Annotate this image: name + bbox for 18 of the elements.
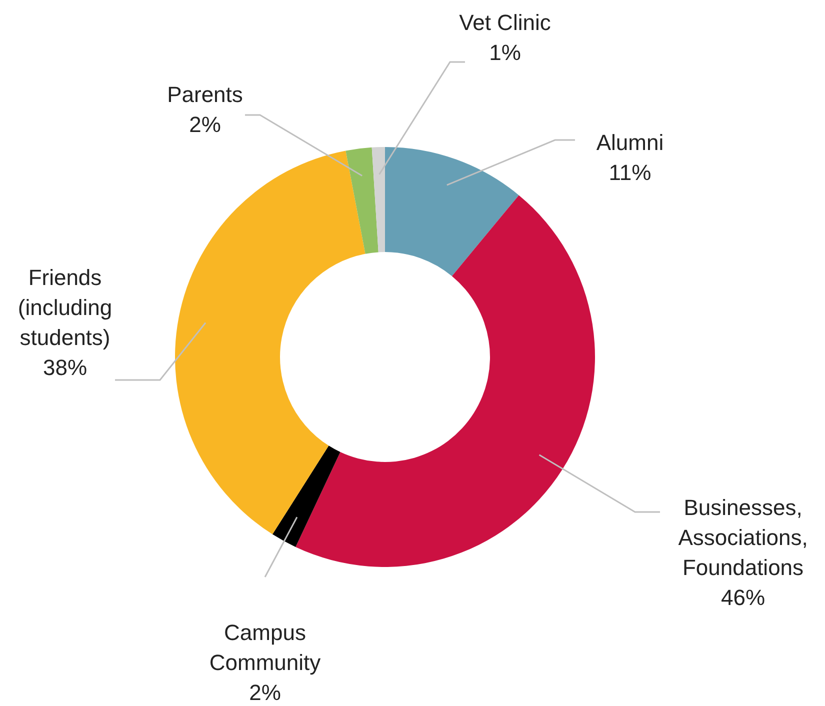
data-label: 11% (608, 160, 652, 185)
data-label: 46% (720, 585, 766, 610)
slice-label: Alumni (596, 130, 664, 155)
data-label: 38% (42, 355, 88, 380)
donut-slice (296, 195, 595, 567)
donut-slice (346, 147, 378, 254)
slice-label: Vet Clinic (459, 10, 551, 35)
data-label: 1% (489, 40, 521, 65)
slice-label: Campus Community (209, 620, 321, 675)
donut-slice (272, 446, 340, 548)
slice-label: Parents (167, 82, 243, 107)
data-label: 2% (189, 112, 221, 137)
donut-slice (385, 147, 519, 276)
slice-label: Businesses, Associations, Foundations (678, 495, 808, 580)
donut-slice (372, 147, 385, 252)
donut-slice (175, 150, 366, 534)
data-label: 2% (249, 680, 281, 705)
slice-label: Friends (including students) (18, 265, 112, 350)
